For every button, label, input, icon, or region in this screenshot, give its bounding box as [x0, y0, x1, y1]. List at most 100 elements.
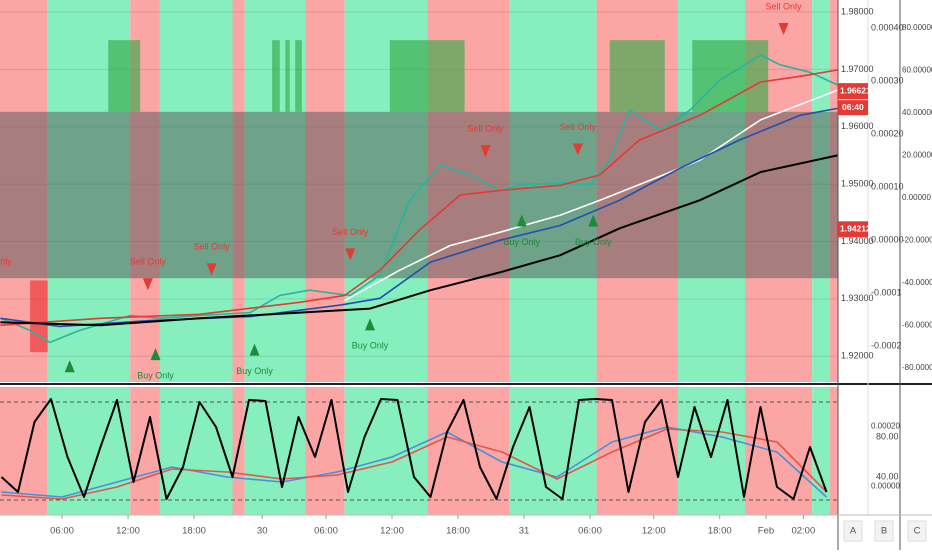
sell-signal [572, 143, 583, 156]
signal-band [305, 387, 345, 515]
sell-signal [480, 145, 491, 158]
y-tick-label: 1.98000 [841, 6, 874, 16]
y-tick-label: 1.93000 [841, 293, 874, 303]
signal-band [829, 387, 838, 515]
y3-tick-label: 80.00000 [902, 23, 932, 32]
series-line [1, 428, 828, 500]
y-tick-label: 1.94000 [841, 236, 874, 246]
buy-signal [516, 214, 527, 227]
x-tick-label: Feb [758, 526, 774, 537]
zone [272, 40, 280, 112]
buy-label: Buy Only [236, 366, 273, 376]
main-pane: Sell Only Sell Only Sell Only Sell Only Sell… [0, 0, 838, 382]
series-line [0, 154, 838, 327]
y-tick-label: 1.95000 [841, 178, 874, 188]
sell-signal [345, 248, 356, 261]
oscillator-pane [0, 387, 838, 515]
series-line [0, 69, 838, 326]
countdown: 06:40 [842, 102, 864, 112]
y-tick-label: 1.97000 [841, 64, 874, 74]
y3-tick-label: 0.00000 [902, 193, 931, 202]
pane-button-label[interactable]: B [881, 526, 887, 537]
sell-label: Sell Only [467, 124, 504, 134]
buy-signal [365, 318, 376, 331]
x-tick-label: 06:00 [50, 526, 74, 537]
x-tick-label: 12:00 [642, 526, 666, 537]
x-tick-label: 18:00 [182, 526, 206, 537]
sell-label: Sell Only [130, 257, 167, 267]
sell-signal [142, 278, 153, 291]
y-tick-label: 1.96000 [841, 121, 874, 131]
pane-button[interactable] [843, 520, 863, 542]
buy-signal [150, 348, 161, 361]
series-line [0, 398, 828, 500]
overlay: 1.96621 06:40 1.94212 [838, 83, 871, 238]
zone [295, 40, 302, 112]
zone [609, 40, 665, 112]
y3-tick-label: 20.00000 [902, 151, 932, 160]
sell-label: Sell Only [766, 1, 803, 11]
y3-tick-label: -60.00000 [902, 321, 932, 330]
signal-band [130, 387, 160, 515]
pane-button[interactable] [874, 520, 894, 542]
y-tick-label: 1.92000 [841, 351, 874, 361]
signal-band [812, 387, 830, 515]
x-tick-label: 02:00 [791, 526, 815, 537]
y2-tick-label: -0.0002 [871, 340, 902, 350]
sell-label: Sell Only [560, 122, 597, 132]
x-tick-label: 06:00 [314, 526, 338, 537]
x-tick-label: 30 [257, 526, 268, 537]
y3-tick-label: 60.00000 [902, 66, 932, 75]
y-tick-label: 80.00 [876, 431, 899, 441]
price-label-box [838, 83, 868, 100]
signal-band [344, 387, 428, 515]
signal-band [677, 387, 746, 515]
y-tick-label: 40.00 [876, 471, 899, 481]
sell-signal [778, 22, 789, 35]
signal-band [745, 387, 813, 515]
zone [285, 40, 290, 112]
zone [389, 40, 465, 112]
y3-tick-label: -20.00000 [902, 236, 932, 245]
y2-tick-label: 0.00040 [871, 22, 904, 32]
pane-button[interactable] [907, 520, 927, 542]
buy-label: Buy Only [137, 371, 174, 381]
x-tick-label: 12:00 [116, 526, 140, 537]
x-tick-label: 31 [519, 526, 530, 537]
x-tick-label: 18:00 [446, 526, 470, 537]
zone [692, 40, 769, 112]
signal-band [509, 387, 597, 515]
pane-button-label[interactable]: A [850, 526, 857, 537]
y3-tick-label: -80.00000 [902, 363, 932, 372]
price-label: 1.94212 [840, 224, 871, 234]
y2-tick-label: 0.00000 [871, 234, 904, 244]
buy-label: Buy Only [575, 237, 612, 247]
countdown-box [838, 100, 868, 116]
series-line [344, 89, 838, 302]
x-tick-label: 18:00 [708, 526, 732, 537]
zone [108, 40, 141, 112]
zone [30, 280, 48, 353]
pane-button-label[interactable]: C [914, 526, 921, 537]
y2-tick-label: -0.0001 [871, 287, 902, 297]
sell-label: Sell Only [194, 242, 231, 252]
series-line [1, 426, 828, 498]
x-tick-label: 06:00 [578, 526, 602, 537]
y2-tick-label: 0.00010 [871, 181, 904, 191]
price-label: 1.96621 [840, 85, 871, 95]
y3-tick-label: -40.00000 [902, 278, 932, 287]
sell-signal [206, 263, 217, 276]
signal-band [159, 387, 233, 515]
x-tick-label: 12:00 [380, 526, 404, 537]
y2-tick-label: 0.00030 [871, 75, 904, 85]
sell-label: Sell Only [0, 257, 12, 267]
buy-label: Buy Only [504, 237, 541, 247]
buy-signal [249, 343, 260, 356]
y3-tick-label: 40.00000 [902, 108, 932, 117]
y2-tick-label: 0.00020 [871, 128, 904, 138]
y2-tick-label: 0.00020 [871, 422, 900, 431]
buy-signal [64, 360, 75, 373]
y2-tick-label: 0.00000 [871, 482, 900, 491]
